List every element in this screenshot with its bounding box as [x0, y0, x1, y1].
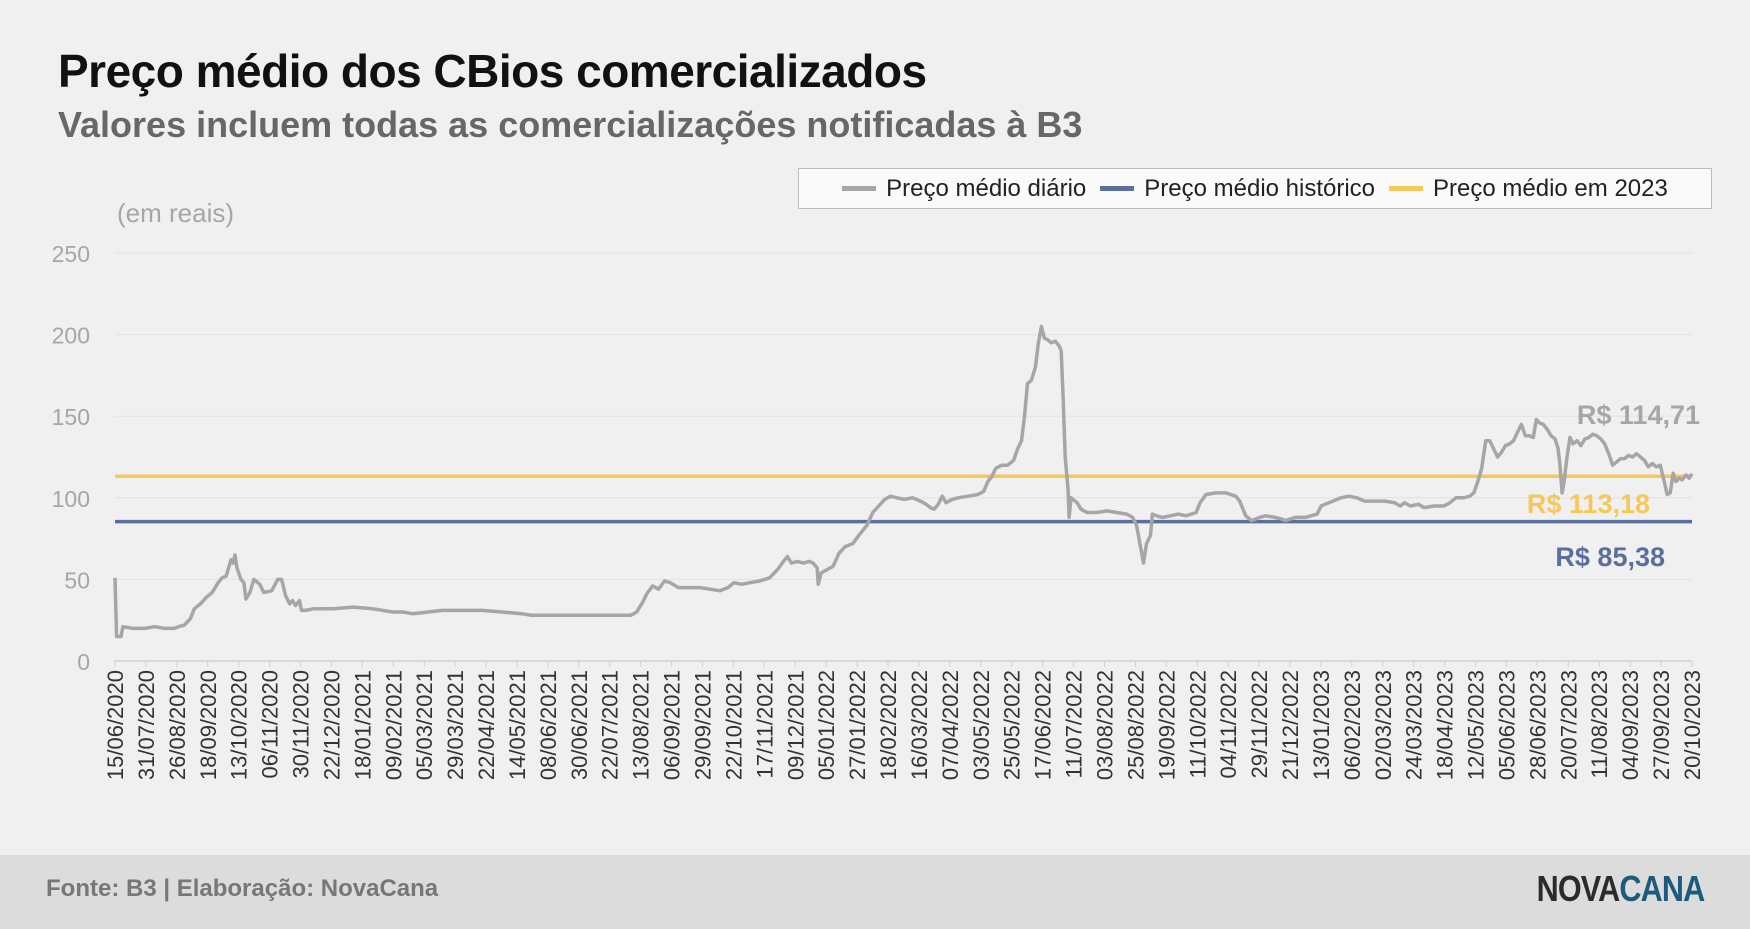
- x-tick-label: 24/03/2023: [1402, 670, 1427, 780]
- footer-bar: Fonte: B3 | Elaboração: NovaCana NOVACAN…: [0, 855, 1750, 929]
- x-tick-label: 08/06/2021: [536, 670, 561, 780]
- legend-swatch-2023: [1389, 186, 1424, 191]
- y-tick-label-250: 250: [52, 241, 90, 267]
- x-tick-label: 04/09/2023: [1618, 670, 1643, 780]
- x-tick-label: 27/09/2023: [1649, 670, 1674, 780]
- x-tick-label: 27/01/2022: [845, 670, 870, 780]
- average-2023-value-label: R$ 113,18: [1527, 489, 1650, 519]
- chart-legend: Preço médio diário Preço médio histórico…: [798, 168, 1712, 209]
- x-tick-label: 07/04/2022: [938, 670, 963, 780]
- chart-subtitle: Valores incluem todas as comercializaçõe…: [58, 104, 1083, 145]
- novacana-logo: NOVACANA: [1536, 868, 1705, 910]
- x-tick-label: 25/05/2022: [1000, 670, 1025, 780]
- x-tick-label: 29/03/2021: [443, 670, 468, 780]
- x-tick-label: 28/06/2023: [1525, 670, 1550, 780]
- x-tick-label: 22/04/2021: [474, 670, 499, 780]
- x-tick-label: 21/12/2022: [1278, 670, 1303, 780]
- x-tick-label: 16/03/2022: [907, 670, 932, 780]
- source-credit: Fonte: B3 | Elaboração: NovaCana: [46, 875, 439, 902]
- x-tick-label: 05/03/2021: [412, 670, 437, 780]
- x-tick-label: 11/10/2022: [1185, 670, 1210, 778]
- line-chart: (em reais) 0 50 100 150 200 250 15/06/2020 31/07…: [52, 198, 1705, 780]
- legend-swatch-historical: [1100, 186, 1135, 191]
- legend-item-historical: Preço médio histórico: [1100, 175, 1375, 203]
- x-tick-label: 26/08/2020: [165, 670, 190, 780]
- x-tick-label: 13/10/2020: [227, 670, 252, 780]
- x-tick-label: 22/10/2021: [721, 670, 746, 780]
- x-tick-label: 12/05/2023: [1464, 670, 1489, 780]
- x-tick-label: 03/08/2022: [1092, 670, 1117, 780]
- y-tick-label-150: 150: [52, 404, 90, 430]
- x-tick-label: 18/04/2023: [1433, 670, 1458, 780]
- x-tick-label: 29/09/2021: [691, 670, 716, 780]
- x-tick-label: 19/09/2022: [1154, 670, 1179, 780]
- x-tick-label: 22/12/2020: [319, 670, 344, 780]
- legend-label-2023: Preço médio em 2023: [1433, 174, 1668, 202]
- x-tick-label: 03/05/2022: [969, 670, 994, 780]
- x-tick-label: 05/06/2023: [1494, 670, 1519, 780]
- logo-part-cana: CANA: [1619, 868, 1705, 909]
- x-tick-label: 31/07/2020: [134, 670, 159, 780]
- logo-part-nova: NOVA: [1536, 868, 1620, 909]
- x-tick-label: 09/12/2021: [783, 670, 808, 780]
- x-tick-label: 17/06/2022: [1031, 670, 1056, 780]
- chart-title: Preço médio dos CBios comercializados: [58, 45, 927, 97]
- x-tick-label: 22/07/2021: [598, 670, 623, 780]
- y-tick-label-0: 0: [77, 649, 90, 675]
- legend-swatch-daily: [842, 186, 877, 191]
- y-axis-label: (em reais): [117, 198, 234, 228]
- legend-label-historical: Preço médio histórico: [1144, 174, 1376, 202]
- x-tick-label: 18/01/2021: [350, 670, 375, 780]
- x-tick-label: 20/07/2023: [1556, 670, 1581, 780]
- daily-last-value-label: R$ 114,71: [1577, 400, 1700, 430]
- x-tick-label: 06/11/2020: [258, 670, 283, 778]
- x-tick-label: 20/10/2023: [1680, 670, 1705, 780]
- y-tick-label-100: 100: [52, 486, 90, 512]
- x-tick-label: 30/11/2020: [289, 670, 314, 778]
- x-tick-label: 18/02/2022: [876, 670, 901, 780]
- x-tick-label: 15/06/2020: [103, 670, 128, 780]
- x-tick-label: 02/03/2023: [1371, 670, 1396, 780]
- x-tick-label: 06/02/2023: [1340, 670, 1365, 780]
- daily-price-line: [113, 324, 1694, 639]
- legend-item-2023: Preço médio em 2023: [1389, 175, 1668, 203]
- x-tick-label: 25/08/2022: [1123, 670, 1148, 780]
- x-tick-label: 09/02/2021: [381, 670, 406, 780]
- x-tick-label: 11/07/2022: [1062, 670, 1087, 778]
- x-tick-label: 18/09/2020: [196, 670, 221, 780]
- x-tick-label: 04/11/2022: [1216, 670, 1241, 778]
- x-tick-label: 05/01/2022: [814, 670, 839, 780]
- x-tick-label: 30/06/2021: [567, 670, 592, 780]
- y-tick-label-200: 200: [52, 323, 90, 349]
- x-tick-label: 29/11/2022: [1247, 670, 1272, 778]
- x-tick-label: 11/08/2023: [1587, 670, 1612, 778]
- y-tick-label-50: 50: [64, 567, 90, 593]
- x-tick-label: 13/01/2023: [1309, 670, 1334, 780]
- x-tick-label: 14/05/2021: [505, 670, 530, 780]
- x-tick-label: 13/08/2021: [629, 670, 654, 780]
- historical-average-value-label: R$ 85,38: [1555, 542, 1665, 572]
- legend-item-daily: Preço médio diário: [842, 175, 1086, 203]
- x-tick-label: 06/09/2021: [660, 670, 685, 780]
- x-tick-label: 17/11/2021: [752, 670, 777, 778]
- legend-label-daily: Preço médio diário: [886, 174, 1087, 202]
